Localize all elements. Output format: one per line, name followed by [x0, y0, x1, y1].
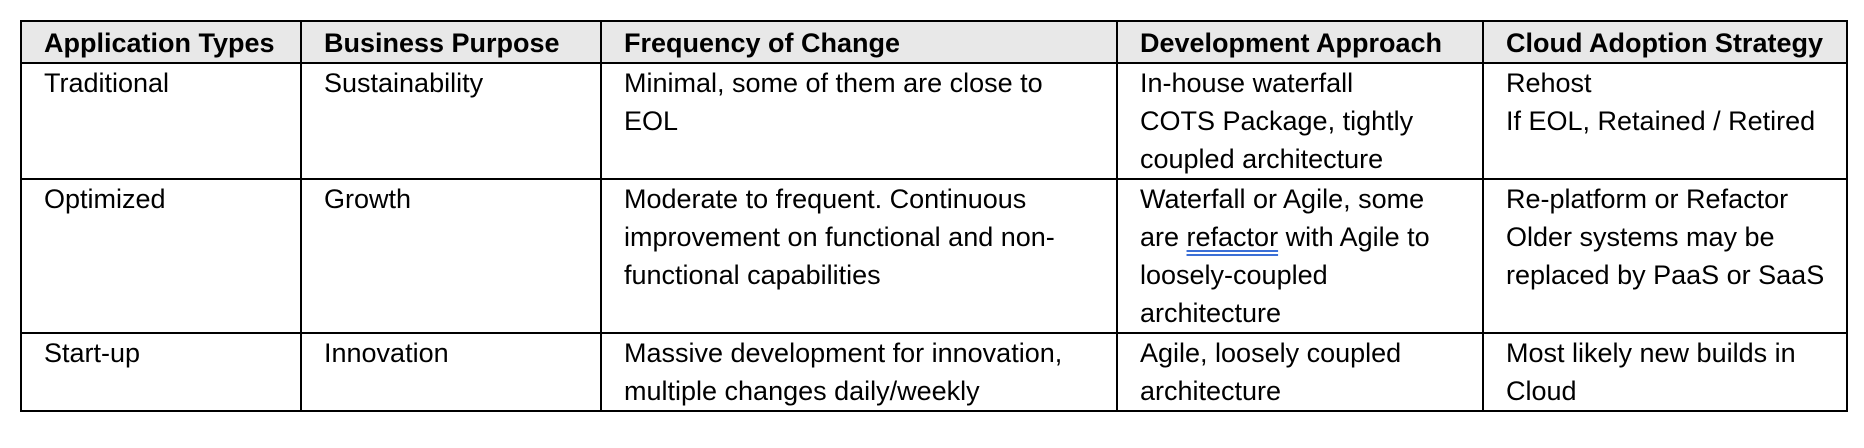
text-fragment: are	[1140, 222, 1187, 252]
cell-line: multiple changes daily/weekly	[624, 376, 980, 406]
cell-text: Traditional	[44, 68, 170, 98]
cell-line: Moderate to frequent. Continuous	[624, 184, 1027, 214]
cell-line: Massive development for innovation,	[624, 338, 1063, 368]
cell-frequency-of-change: Moderate to frequent. Continuous improve…	[600, 178, 1118, 334]
cell-cloud-adoption-strategy: Most likely new builds in Cloud	[1482, 332, 1848, 412]
text-fragment: with Agile to	[1278, 222, 1430, 252]
cell-line: coupled architecture	[1140, 144, 1384, 174]
cell-business-purpose: Sustainability	[300, 62, 602, 180]
cell-line: Cloud	[1506, 376, 1577, 406]
cell-line: Minimal, some of them are close to	[624, 68, 1043, 98]
table-row-start-up: Start-up Innovation Massive development …	[20, 332, 1848, 412]
cell-line: In-house waterfall	[1140, 68, 1354, 98]
table-row-optimized: Optimized Growth Moderate to frequent. C…	[20, 178, 1848, 334]
cell-application-type: Traditional	[20, 62, 302, 180]
cell-line: Agile, loosely coupled	[1140, 338, 1402, 368]
header-frequency-of-change: Frequency of Change	[600, 20, 1118, 64]
cell-line: are refactor with Agile to	[1140, 218, 1468, 256]
cell-frequency-of-change: Massive development for innovation, mult…	[600, 332, 1118, 412]
cell-frequency-of-change: Minimal, some of them are close to EOL	[600, 62, 1118, 180]
cell-line: Older systems may be	[1506, 222, 1775, 252]
cell-business-purpose: Growth	[300, 178, 602, 334]
cell-application-type: Start-up	[20, 332, 302, 412]
cell-application-type: Optimized	[20, 178, 302, 334]
cell-line: architecture	[1140, 376, 1282, 406]
cell-line: loosely-coupled	[1140, 260, 1328, 290]
header-development-approach: Development Approach	[1116, 20, 1484, 64]
cell-development-approach: In-house waterfall COTS Package, tightly…	[1116, 62, 1484, 180]
cell-line: improvement on functional and non-	[624, 222, 1055, 252]
cell-line: EOL	[624, 106, 679, 136]
header-application-types: Application Types	[20, 20, 302, 64]
cell-line: functional capabilities	[624, 260, 881, 290]
cell-line: replaced by PaaS or SaaS	[1506, 260, 1825, 290]
header-cloud-adoption-strategy: Cloud Adoption Strategy	[1482, 20, 1848, 64]
table-row-traditional: Traditional Sustainability Minimal, some…	[20, 62, 1848, 180]
cell-cloud-adoption-strategy: Rehost If EOL, Retained / Retired	[1482, 62, 1848, 180]
cell-business-purpose: Innovation	[300, 332, 602, 412]
cell-development-approach: Waterfall or Agile, some are refactor wi…	[1116, 178, 1484, 334]
cell-line: COTS Package, tightly	[1140, 106, 1414, 136]
table-header-row: Application Types Business Purpose Frequ…	[20, 20, 1848, 64]
cell-text: Start-up	[44, 338, 141, 368]
cell-line: Waterfall or Agile, some	[1140, 184, 1425, 214]
cell-line: Re-platform or Refactor	[1506, 184, 1789, 214]
spellcheck-flagged-word: refactor	[1186, 222, 1279, 252]
cell-development-approach: Agile, loosely coupled architecture	[1116, 332, 1484, 412]
cell-text: Sustainability	[324, 68, 484, 98]
cell-cloud-adoption-strategy: Re-platform or Refactor Older systems ma…	[1482, 178, 1848, 334]
application-types-table: Application Types Business Purpose Frequ…	[20, 20, 1848, 412]
cell-line: Rehost	[1506, 68, 1592, 98]
cell-text: Innovation	[324, 338, 449, 368]
header-business-purpose: Business Purpose	[300, 20, 602, 64]
cell-line: If EOL, Retained / Retired	[1506, 106, 1816, 136]
cell-text: Optimized	[44, 184, 166, 214]
cell-line: Most likely new builds in	[1506, 338, 1796, 368]
cell-line: architecture	[1140, 298, 1282, 328]
cell-text: Growth	[324, 184, 412, 214]
